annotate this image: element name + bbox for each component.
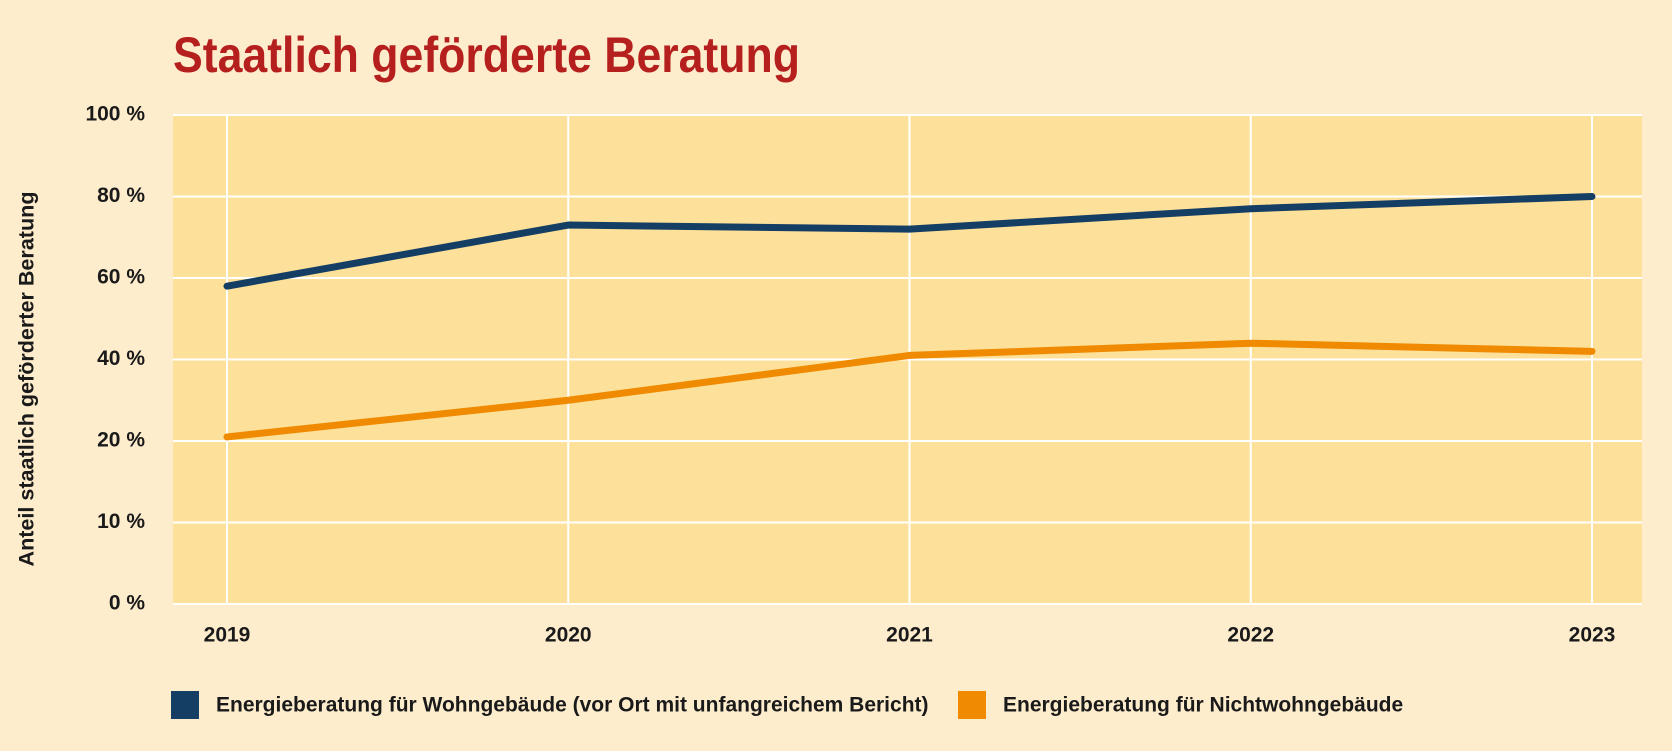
x-tick-label: 2021 [886,624,933,647]
x-tick-label: 2020 [545,624,592,647]
y-tick-label: 60 % [97,266,145,289]
legend-swatch [958,691,986,719]
y-axis-label: Anteil staatlich geförderter Beratung [16,192,39,567]
legend-swatch [171,691,199,719]
legend-label: Energieberatung für Wohngebäude (vor Ort… [216,694,929,717]
y-tick-label: 80 % [97,184,145,207]
x-tick-label: 2023 [1569,624,1616,647]
y-tick-label: 0 % [109,592,146,615]
line-series [223,193,1596,290]
x-tick-label: 2022 [1227,624,1274,647]
x-tick-label: 2019 [204,624,251,647]
line-series [223,339,1596,441]
chart-title: Staatlich geförderte Beratung [173,27,800,83]
y-tick-label: 20 % [97,429,145,452]
y-tick-label: 10 % [97,510,145,533]
legend-label: Energieberatung für Nichtwohngebäude [1003,694,1403,717]
y-tick-label: 40 % [97,347,145,370]
y-tick-label: 100 % [85,103,145,126]
